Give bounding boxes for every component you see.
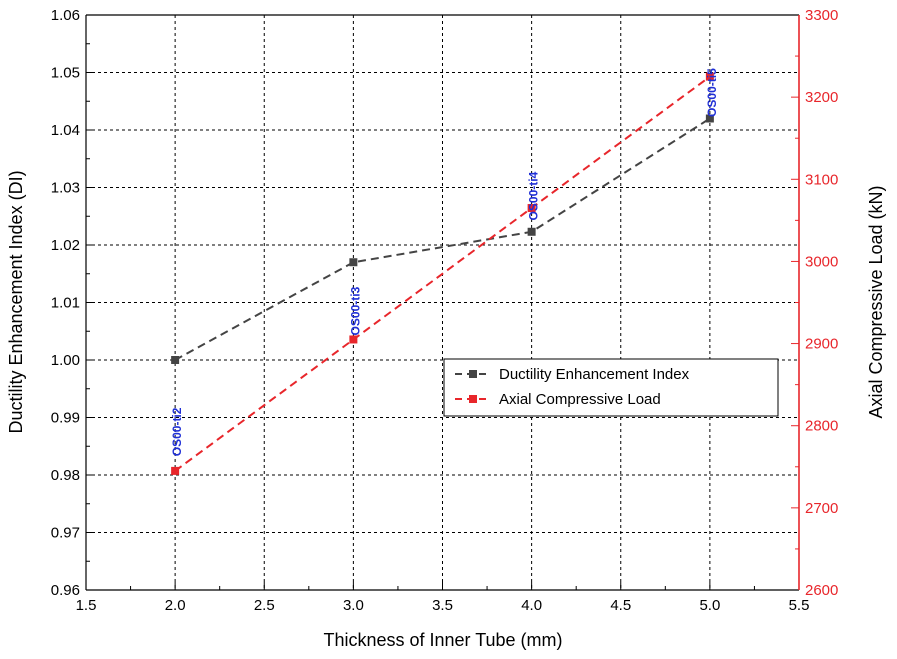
data-point-ductility (527, 227, 536, 236)
right-y-tick-label: 3300 (805, 7, 838, 24)
legend-marker-axial-load (469, 395, 477, 403)
data-point-axial-load (527, 204, 536, 213)
data-point-ductility (171, 356, 180, 364)
data-point-axial-load (171, 466, 180, 475)
data-point-ductility (705, 114, 714, 123)
left-y-tick-label: 0.97 (51, 525, 80, 542)
left-y-tick-label: 0.96 (51, 582, 80, 599)
series-line-axial-load (174, 75, 711, 472)
series-layer (171, 72, 714, 475)
left-y-tick-label: 1.00 (51, 352, 80, 369)
left-y-tick-label: 0.98 (51, 467, 80, 484)
point-label: OS00-ti5 (705, 68, 719, 117)
point-label: OS00-ti2 (170, 407, 184, 456)
right-y-tick-label: 2800 (805, 418, 838, 435)
left-y-axis-title: Ductility Enhancement Index (DI) (6, 170, 26, 433)
legend-label-axial-load: Axial Compressive Load (499, 391, 661, 408)
right-y-tick-label: 3100 (805, 171, 838, 188)
x-tick-label: 3.0 (343, 597, 364, 614)
x-tick-label: 2.5 (254, 597, 275, 614)
x-axis-title: Thickness of Inner Tube (mm) (323, 630, 562, 650)
right-y-axis-title: Axial Compressive Load (kN) (866, 185, 886, 418)
left-y-tick-label: 1.02 (51, 237, 80, 254)
point-label: OS00-ti4 (527, 171, 541, 220)
right-y-tick-label: 2900 (805, 336, 838, 353)
left-y-tick-label: 1.06 (51, 7, 80, 24)
x-tick-label: 1.5 (76, 597, 97, 614)
x-tick-label: 3.5 (432, 597, 453, 614)
left-y-tick-label: 1.03 (51, 180, 80, 197)
left-y-tick-label: 1.05 (51, 65, 80, 82)
right-y-tick-label: 3000 (805, 253, 838, 270)
right-y-tick-label: 2600 (805, 582, 838, 599)
data-point-ductility (349, 258, 358, 267)
legend-label-ductility: Ductility Enhancement Index (499, 366, 690, 383)
legend-marker-ductility (469, 370, 477, 378)
left-y-tick-label: 0.99 (51, 410, 80, 427)
data-point-axial-load (349, 335, 358, 344)
x-tick-label: 5.5 (789, 597, 810, 614)
x-tick-label: 5.0 (699, 597, 720, 614)
right-y-tick-label: 3200 (805, 89, 838, 106)
legend: Ductility Enhancement Index Axial Compre… (443, 358, 779, 417)
axes: 1.5 2.0 2.5 3.0 3.5 4.0 4.5 5.0 5.5 0.96 0.97 0.98 0… (51, 7, 839, 614)
left-y-tick-label: 1.01 (51, 295, 80, 312)
x-tick-label: 4.5 (610, 597, 631, 614)
x-tick-label: 2.0 (165, 597, 186, 614)
left-y-tick-label: 1.04 (51, 122, 80, 139)
point-labels: OS00-ti2 OS00-ti3 OS00-ti4 OS00-ti5 (170, 68, 719, 456)
x-tick-label: 4.0 (521, 597, 542, 614)
data-point-axial-load (705, 72, 714, 81)
right-y-tick-label: 2700 (805, 500, 838, 517)
series-line-ductility (174, 117, 711, 361)
legend-box (443, 358, 779, 417)
point-label: OS00-ti3 (348, 286, 362, 335)
